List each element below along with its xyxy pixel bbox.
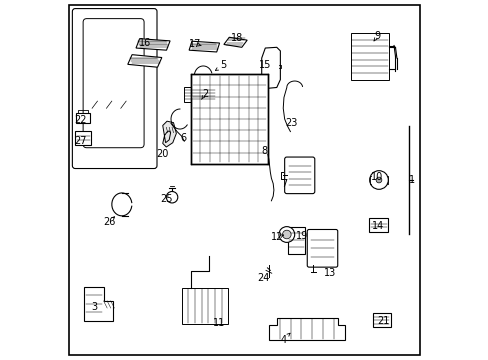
Text: 16: 16 bbox=[139, 38, 151, 48]
Polygon shape bbox=[127, 55, 162, 67]
Text: 25: 25 bbox=[160, 194, 172, 204]
Circle shape bbox=[278, 226, 294, 242]
Polygon shape bbox=[83, 287, 112, 320]
Text: 7: 7 bbox=[281, 179, 287, 189]
Text: 15: 15 bbox=[259, 60, 271, 70]
Polygon shape bbox=[189, 41, 219, 52]
Bar bbox=[287, 226, 304, 253]
Polygon shape bbox=[268, 318, 344, 339]
Text: 24: 24 bbox=[256, 273, 269, 283]
Text: 1: 1 bbox=[408, 175, 414, 185]
Text: 8: 8 bbox=[261, 146, 267, 156]
FancyBboxPatch shape bbox=[284, 157, 314, 194]
Text: 26: 26 bbox=[102, 217, 115, 227]
Text: 11: 11 bbox=[213, 319, 225, 328]
Text: 18: 18 bbox=[231, 33, 243, 42]
Text: 12: 12 bbox=[271, 232, 283, 242]
Bar bbox=[75, 131, 91, 145]
Bar bbox=[368, 218, 387, 232]
Text: 14: 14 bbox=[371, 221, 383, 231]
Text: 5: 5 bbox=[220, 60, 226, 70]
Text: 17: 17 bbox=[188, 39, 201, 49]
Polygon shape bbox=[136, 39, 170, 50]
Bar bbox=[76, 113, 90, 123]
Text: 21: 21 bbox=[377, 316, 389, 325]
FancyBboxPatch shape bbox=[306, 229, 337, 267]
Text: 20: 20 bbox=[156, 149, 168, 159]
Bar bbox=[184, 87, 215, 102]
Text: 27: 27 bbox=[74, 136, 86, 146]
Circle shape bbox=[369, 171, 387, 189]
Circle shape bbox=[166, 192, 178, 203]
Bar bbox=[190, 74, 267, 164]
Text: 23: 23 bbox=[285, 118, 297, 128]
Text: 6: 6 bbox=[180, 133, 186, 143]
Text: 13: 13 bbox=[323, 267, 335, 278]
Text: 19: 19 bbox=[295, 231, 307, 240]
Text: 22: 22 bbox=[74, 115, 86, 125]
Text: 2: 2 bbox=[202, 89, 208, 99]
Text: 9: 9 bbox=[374, 31, 380, 41]
Text: 3: 3 bbox=[91, 302, 98, 312]
Bar bbox=[182, 288, 228, 324]
Text: 10: 10 bbox=[370, 172, 383, 182]
Circle shape bbox=[282, 230, 290, 239]
Polygon shape bbox=[224, 37, 247, 47]
Bar bbox=[372, 314, 390, 327]
Polygon shape bbox=[163, 121, 176, 147]
Circle shape bbox=[375, 177, 381, 183]
Bar bbox=[351, 33, 388, 80]
Text: 4: 4 bbox=[280, 334, 285, 345]
